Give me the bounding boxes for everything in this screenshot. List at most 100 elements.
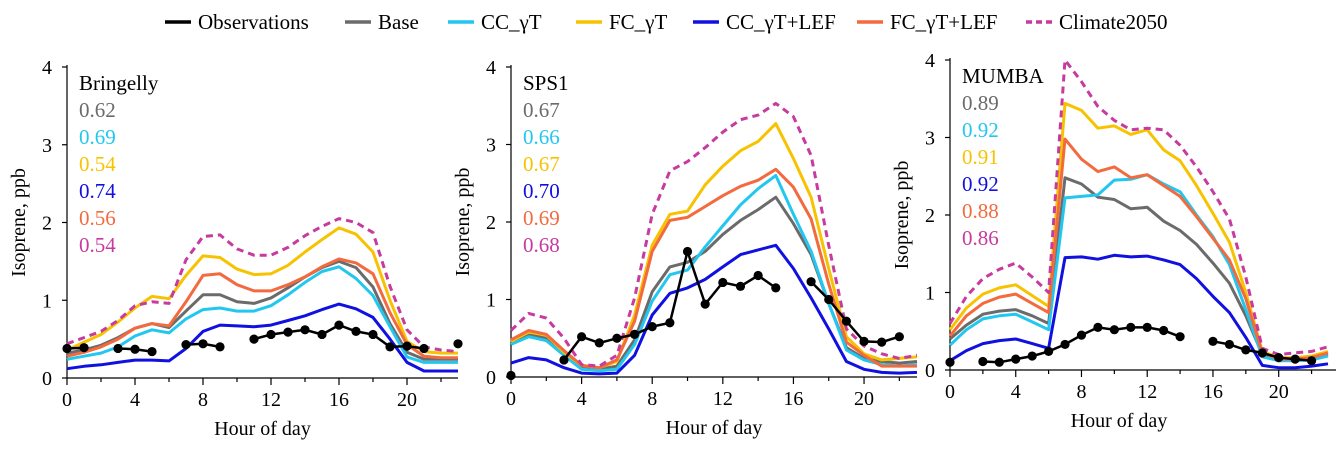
observation-point: [1076, 330, 1087, 340]
x-tick-label: 16: [329, 389, 349, 411]
site-name: Bringelly: [79, 71, 159, 95]
y-tick-label: 4: [925, 50, 935, 72]
observation-point: [1109, 325, 1119, 335]
observation-point: [994, 357, 1004, 367]
observation-point: [824, 294, 834, 305]
stat-value: 0.69: [79, 125, 116, 149]
observation-point: [841, 316, 851, 326]
stat-value: 0.74: [79, 179, 116, 203]
observation-point: [147, 346, 157, 357]
y-tick-label: 0: [925, 360, 935, 382]
legend-item-fc-t-lef: FC_γT+LEF: [857, 10, 997, 34]
series-line-fc-t-lef: [510, 167, 917, 370]
observation-point: [700, 299, 710, 309]
y-tick-label: 1: [42, 290, 52, 312]
observation-point: [1274, 353, 1284, 363]
observation-point: [1027, 351, 1037, 361]
stat-value: 0.54: [79, 152, 116, 176]
stat-value: 0.92: [962, 118, 999, 142]
observation-point: [266, 329, 276, 340]
observation-point: [419, 343, 429, 354]
observation-point: [1093, 322, 1103, 332]
legend-item-cc-t: CC_γT: [448, 10, 542, 34]
series-line-fc-t: [66, 226, 458, 355]
observation-point: [181, 339, 191, 350]
x-tick-label: 12: [1137, 381, 1157, 403]
observation-point: [612, 333, 622, 343]
y-tick-label: 2: [925, 205, 935, 227]
legend: Observations Base CC_γT FC_γT CC_γT+LEF FC_γT…: [165, 10, 1168, 34]
observation-point: [945, 357, 955, 367]
observation-point: [1306, 356, 1317, 366]
observation-point: [1060, 339, 1070, 350]
stat-value: 0.89: [962, 91, 999, 115]
x-axis-label: Hour of day: [666, 417, 763, 439]
observation-point: [1224, 339, 1234, 350]
stat-value: 0.68: [523, 233, 560, 257]
legend-item-climate2050: Climate2050: [1026, 10, 1168, 34]
y-tick-label: 3: [486, 135, 496, 157]
observation-point: [351, 326, 361, 336]
observation-point: [385, 342, 395, 352]
stat-value: 0.62: [79, 98, 116, 122]
observation-point: [198, 339, 208, 349]
series-line-fc-t: [948, 101, 1329, 360]
stat-value: 0.67: [523, 152, 560, 176]
x-tick-label: 4: [577, 388, 587, 410]
observation-point: [629, 329, 640, 339]
series-line-cc-t-lef: [510, 243, 918, 376]
series-line-cc-t: [510, 174, 918, 373]
legend-item-observations: Observations: [165, 10, 309, 34]
legend-item-cc-t-lef: CC_γT+LEF: [693, 10, 836, 34]
y-tick-label: 1: [486, 290, 496, 312]
series-line-cc-t-lef: [949, 253, 1329, 370]
series-line-base: [949, 176, 1329, 361]
observation-point: [334, 320, 344, 330]
observation-point: [130, 344, 140, 354]
x-tick-label: 8: [198, 389, 208, 411]
y-tick-label: 3: [925, 128, 935, 150]
x-tick-label: 0: [506, 388, 516, 410]
x-axis-label: Hour of day: [214, 418, 311, 440]
y-axis-label: Isoprene, ppb: [452, 168, 474, 277]
observation-point: [1044, 346, 1054, 356]
y-axis-label: Isoprene, ppb: [8, 168, 30, 277]
observation-point: [1241, 345, 1251, 355]
x-axis-label: Hour of day: [1071, 410, 1168, 432]
series-line-base: [510, 195, 918, 371]
x-tick-label: 4: [130, 389, 140, 411]
observation-point: [1159, 325, 1169, 336]
y-tick-label: 0: [486, 367, 496, 389]
series-line-fc-t-lef: [66, 257, 458, 360]
legend-label: Base: [378, 10, 419, 34]
stat-value: 0.69: [523, 206, 560, 230]
observation-point: [317, 329, 327, 340]
series-line-fc-t-lef: [948, 137, 1329, 361]
series-line-cc-t: [948, 173, 1329, 363]
observation-point: [682, 246, 693, 257]
site-name: MUMBA: [962, 64, 1045, 88]
observation-point: [453, 339, 463, 349]
observation-point: [283, 327, 293, 337]
x-tick-label: 16: [1203, 381, 1223, 403]
x-tick-label: 16: [783, 388, 803, 410]
observation-point: [877, 337, 887, 347]
observation-point: [215, 342, 225, 352]
x-tick-label: 20: [854, 388, 874, 410]
observation-point: [300, 325, 310, 335]
stat-value: 0.54: [79, 233, 116, 257]
observation-point: [402, 341, 412, 351]
series-line-climate2050: [509, 101, 918, 368]
x-tick-label: 0: [945, 381, 955, 403]
legend-label: FC_γT+LEF: [890, 10, 997, 34]
x-tick-label: 12: [713, 388, 733, 410]
x-tick-label: 8: [1076, 381, 1086, 403]
stat-value: 0.88: [962, 199, 999, 223]
stat-value: 0.70: [523, 179, 560, 203]
observation-point: [79, 343, 89, 353]
y-tick-label: 2: [486, 212, 496, 234]
